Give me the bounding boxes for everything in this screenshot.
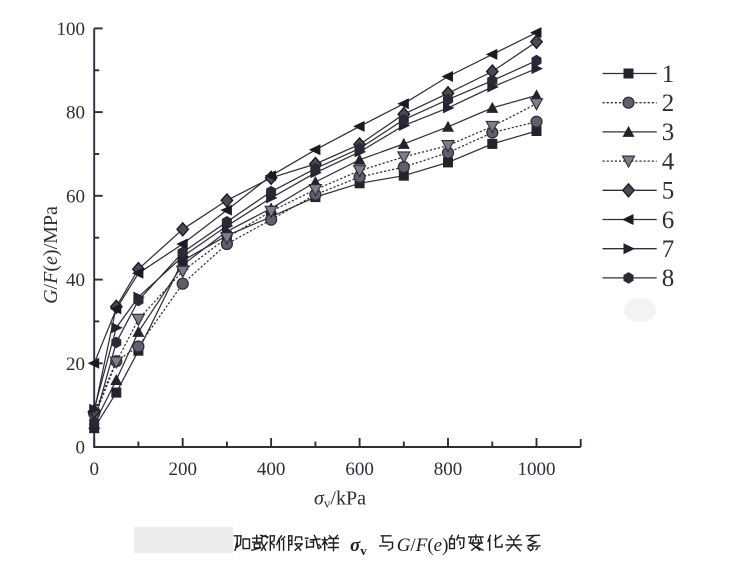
svg-text:800: 800 (434, 459, 463, 480)
svg-text:200: 200 (168, 459, 197, 480)
svg-text:0: 0 (76, 438, 86, 459)
svg-text:3: 3 (662, 119, 675, 146)
svg-text:0: 0 (89, 459, 99, 480)
svg-text:7: 7 (662, 236, 675, 263)
svg-text:100: 100 (57, 19, 86, 40)
svg-text:400: 400 (257, 459, 286, 480)
svg-text:2: 2 (662, 90, 675, 117)
svg-text:20: 20 (66, 354, 85, 375)
svg-text:4: 4 (662, 148, 675, 175)
svg-text:6: 6 (662, 207, 675, 234)
svg-text:1000: 1000 (518, 459, 556, 480)
svg-text:σv/kPa: σv/kPa (314, 488, 366, 511)
svg-text:40: 40 (66, 270, 85, 291)
svg-text:G/F(e): G/F(e) (397, 535, 449, 556)
svg-text:σv: σv (350, 535, 367, 558)
svg-text:5: 5 (662, 178, 675, 205)
svg-text:8: 8 (662, 265, 675, 292)
svg-text:1: 1 (662, 61, 675, 88)
svg-text:G/F(e)/MPa: G/F(e)/MPa (40, 206, 62, 304)
svg-text:80: 80 (66, 103, 85, 124)
svg-text:600: 600 (345, 459, 374, 480)
svg-text:60: 60 (66, 186, 85, 207)
